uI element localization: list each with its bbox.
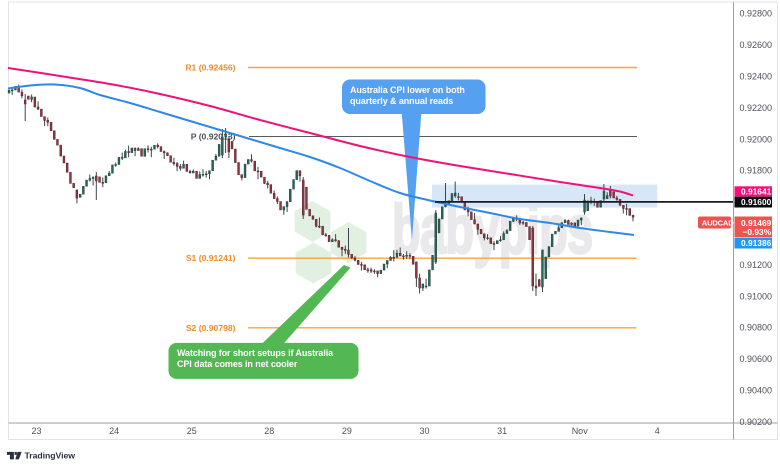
svg-text:Australia CPI lower on both: Australia CPI lower on both [350, 85, 465, 95]
svg-text:−0.93%: −0.93% [743, 227, 772, 237]
svg-text:quarterly & annual reads: quarterly & annual reads [350, 96, 453, 106]
svg-text:0.90600: 0.90600 [740, 354, 773, 364]
svg-text:TradingView: TradingView [25, 450, 76, 460]
svg-text:0.92200: 0.92200 [740, 103, 773, 113]
svg-text:4: 4 [655, 426, 660, 436]
svg-text:Nov: Nov [572, 426, 589, 436]
svg-text:0.90400: 0.90400 [740, 386, 773, 396]
svg-text:P (0.92013): P (0.92013) [191, 132, 236, 142]
svg-text:Watching for short setups if A: Watching for short setups if Australia [177, 348, 334, 358]
svg-text:0.90200: 0.90200 [740, 417, 773, 427]
svg-text:0.91000: 0.91000 [740, 291, 773, 301]
svg-text:R1 (0.92456): R1 (0.92456) [185, 63, 235, 73]
svg-text:0.91641: 0.91641 [741, 186, 772, 196]
svg-text:CPI data comes in net cooler: CPI data comes in net cooler [177, 359, 298, 369]
svg-text:0.92600: 0.92600 [740, 40, 773, 50]
svg-text:0.91469: 0.91469 [741, 218, 772, 228]
svg-text:0.91600: 0.91600 [741, 197, 772, 207]
svg-text:0.92000: 0.92000 [740, 134, 773, 144]
svg-text:0.90800: 0.90800 [740, 323, 773, 333]
svg-text:25: 25 [187, 426, 197, 436]
svg-text:29: 29 [342, 426, 352, 436]
svg-text:AUDCAD: AUDCAD [702, 218, 734, 227]
svg-text:28: 28 [264, 426, 274, 436]
svg-text:0.92800: 0.92800 [740, 9, 773, 19]
svg-text:31: 31 [497, 426, 507, 436]
svg-text:S1 (0.91241): S1 (0.91241) [186, 253, 236, 263]
svg-text:0.92400: 0.92400 [740, 72, 773, 82]
svg-text:0.91386: 0.91386 [741, 238, 772, 248]
svg-text:S2 (0.90798): S2 (0.90798) [186, 323, 236, 333]
svg-text:23: 23 [31, 426, 41, 436]
svg-text:24: 24 [109, 426, 119, 436]
svg-text:0.91200: 0.91200 [740, 260, 773, 270]
svg-text:30: 30 [419, 426, 429, 436]
svg-text:0.91800: 0.91800 [740, 166, 773, 176]
